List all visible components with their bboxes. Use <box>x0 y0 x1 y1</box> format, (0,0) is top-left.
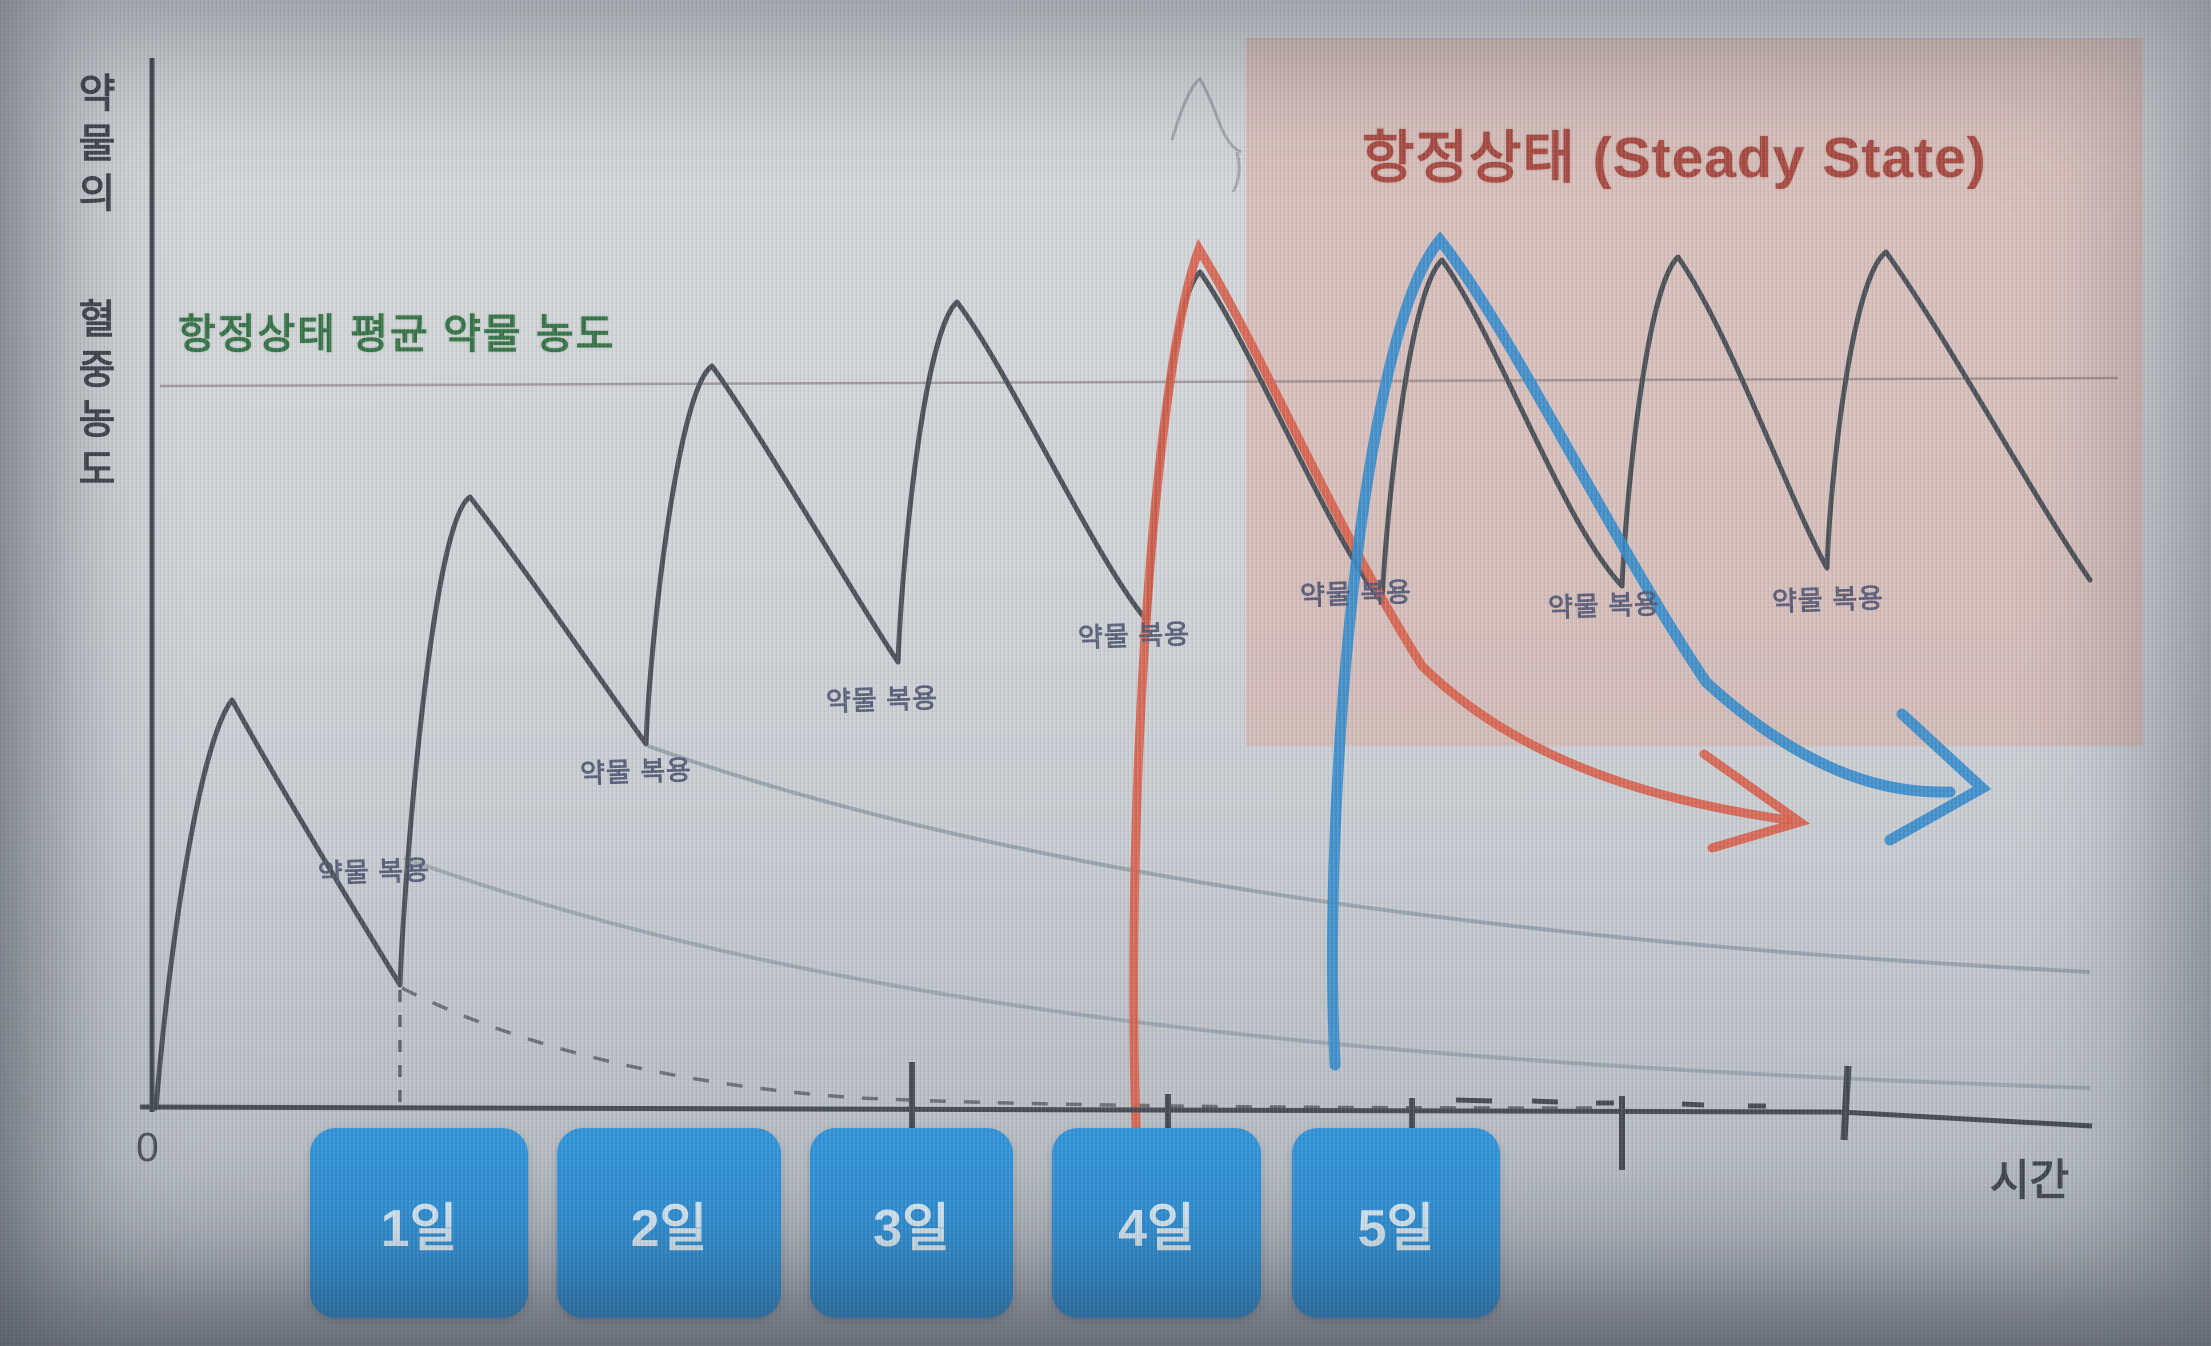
dose-marker-label: 약물 복용 <box>1771 583 1885 617</box>
dose-marker-label: 약물 복용 <box>1547 589 1661 623</box>
average-line-label: 항정상태 평균 약물 농도 <box>178 311 616 357</box>
red-arrowhead <box>1699 749 1811 853</box>
dose-marker-label: 약물 복용 <box>825 683 939 717</box>
concentration-curve <box>153 249 2093 1111</box>
single-dose-dashed-decay <box>401 986 1601 1110</box>
faint-decay-curve-upper <box>647 744 2091 974</box>
day-button-5[interactable]: 5일 <box>1292 1128 1500 1318</box>
day-button-2[interactable]: 2일 <box>557 1128 781 1318</box>
blue-arrowhead <box>1884 708 1992 846</box>
x-axis-line <box>139 1104 2093 1129</box>
axis-tick <box>1840 1065 1852 1141</box>
x-axis-label: 시간 <box>1990 1157 2070 1205</box>
blue-dose6-highlight-curve <box>1327 231 1956 1071</box>
dose-marker-label: 약물 복용 <box>1077 619 1191 653</box>
dose-marker-label: 약물 복용 <box>1299 577 1413 611</box>
axis-hand-dashes <box>1455 1097 1766 1109</box>
dose-marker-label: 약물 복용 <box>317 855 431 889</box>
average-concentration-line <box>159 376 2119 388</box>
pencil-mark <box>1170 76 1242 193</box>
y-axis-label-bottom: 혈중농도 <box>71 298 115 498</box>
chart-title: 항정상태 (Steady State) <box>1362 126 1987 190</box>
day-button-1[interactable]: 1일 <box>310 1128 528 1318</box>
red-dose5-highlight-curve <box>1129 238 1793 1155</box>
day-button-3[interactable]: 3일 <box>810 1128 1013 1318</box>
faint-decay-curve-lower <box>403 856 2091 1090</box>
day-button-4[interactable]: 4일 <box>1052 1128 1261 1318</box>
origin-tick-label: 0 <box>136 1124 159 1170</box>
dose-marker-label: 약물 복용 <box>579 755 693 789</box>
y-axis-label-top: 약물의 <box>71 72 115 222</box>
